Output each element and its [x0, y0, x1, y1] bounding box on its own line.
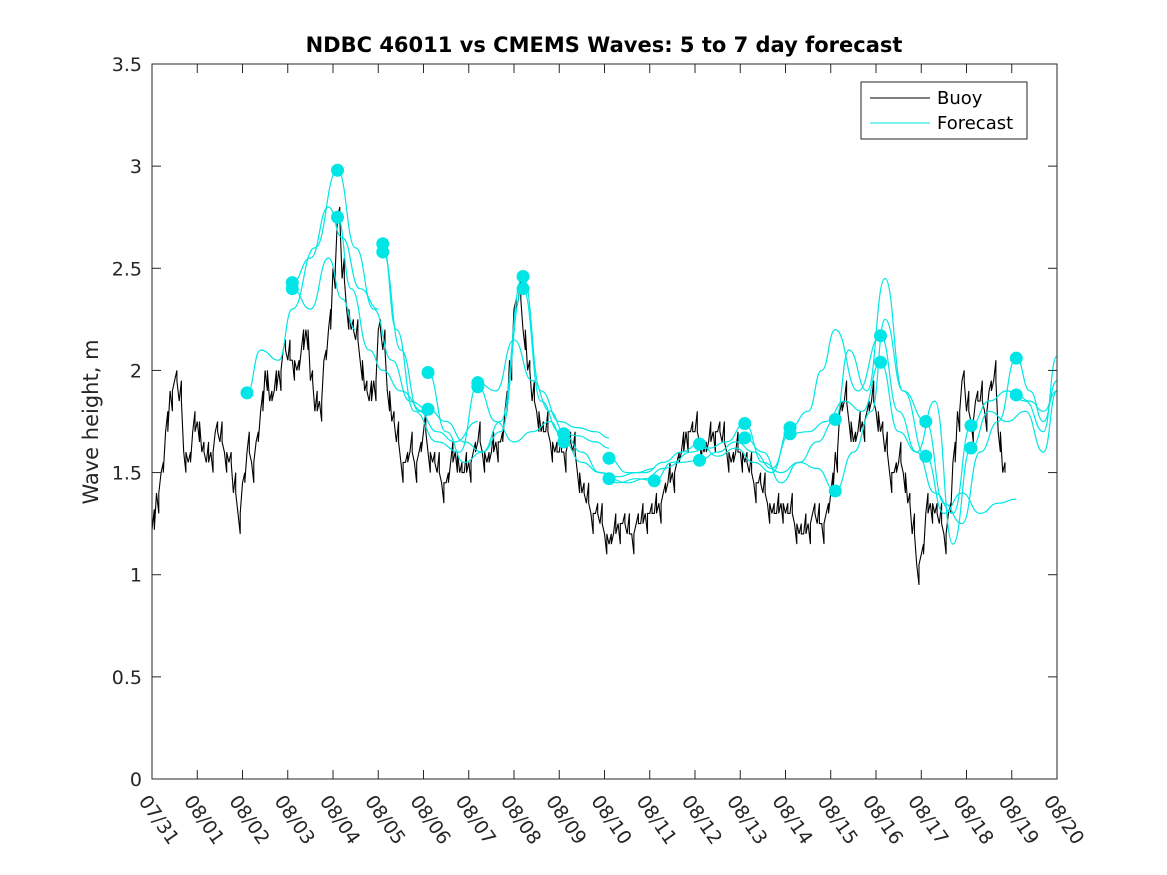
forecast-start-point — [828, 412, 842, 426]
forecast-start-point — [964, 419, 978, 433]
forecast-start-point — [919, 449, 933, 463]
y-tick-label: 2 — [130, 360, 142, 382]
legend-label-buoy: Buoy — [937, 88, 983, 109]
series-line-forecast-12 — [522, 275, 610, 439]
series-line-forecast-24 — [789, 361, 881, 435]
series-line-forecast-23 — [789, 328, 881, 429]
y-tick-label: 1.5 — [112, 463, 142, 485]
series-line-forecast-17 — [608, 459, 700, 484]
forecast-start-point — [516, 282, 530, 296]
forecast-start-point — [331, 210, 345, 224]
forecast-start-point — [738, 417, 752, 431]
forecast-start-point — [376, 245, 390, 259]
forecast-start-point — [1009, 351, 1023, 365]
forecast-start-point — [471, 380, 485, 394]
forecast-start-point — [738, 431, 752, 445]
series-line-buoy — [151, 206, 1006, 585]
forecast-start-point — [874, 355, 888, 369]
y-axis-label: Wave height, m — [79, 339, 103, 504]
forecast-start-point — [421, 365, 435, 379]
forecast-start-point — [693, 453, 707, 467]
forecast-start-point — [647, 474, 661, 488]
forecast-start-point — [919, 415, 933, 428]
series-line-forecast-30 — [925, 455, 1017, 515]
y-tick-label: 1 — [130, 565, 142, 587]
series-line-forecast-29 — [925, 357, 1017, 525]
series-line-forecast-28 — [879, 361, 972, 545]
legend: Buoy Forecast — [860, 81, 1028, 140]
forecast-start-point — [240, 386, 254, 400]
forecast-start-point — [828, 484, 842, 498]
chart-title: NDBC 46011 vs CMEMS Waves: 5 to 7 day fo… — [306, 33, 903, 57]
forecast-start-point — [285, 282, 299, 296]
forecast-start-point — [602, 472, 616, 486]
series-line-forecast-19 — [699, 427, 791, 474]
series-line-forecast-16 — [608, 443, 700, 474]
legend-box — [860, 81, 1028, 140]
series-line-forecast-8 — [427, 275, 524, 464]
series-line-forecast-3 — [292, 257, 356, 331]
series-line-forecast-32 — [970, 390, 1058, 453]
legend-label-forecast: Forecast — [937, 113, 1013, 134]
series-line-forecast-22 — [744, 418, 836, 484]
forecast-start-point — [693, 437, 707, 451]
series-line-forecast-21 — [744, 422, 836, 492]
y-tick-label: 2.5 — [112, 258, 142, 280]
forecast-start-point — [1009, 388, 1023, 402]
series-line-forecast-5 — [336, 216, 424, 412]
forecast-start-point — [783, 427, 797, 441]
forecast-start-point — [421, 402, 435, 416]
series-line-forecast-20 — [699, 433, 791, 470]
series-line-forecast-27 — [879, 335, 972, 515]
y-tick-label: 0 — [130, 769, 142, 791]
y-tick-label: 0.5 — [112, 667, 142, 689]
forecast-start-point — [516, 269, 530, 283]
forecast-start-point — [964, 441, 978, 455]
series-line-forecast-9 — [427, 288, 524, 453]
forecast-start-point — [331, 163, 345, 177]
series-line-forecast-1 — [246, 169, 338, 394]
y-tick-label: 3.5 — [112, 54, 142, 76]
forecast-start-point — [874, 329, 888, 343]
forecast-start-point — [557, 435, 571, 449]
forecast-start-point — [602, 451, 616, 465]
y-tick-label: 3 — [130, 156, 142, 178]
series-line-forecast-34 — [1016, 390, 1058, 412]
